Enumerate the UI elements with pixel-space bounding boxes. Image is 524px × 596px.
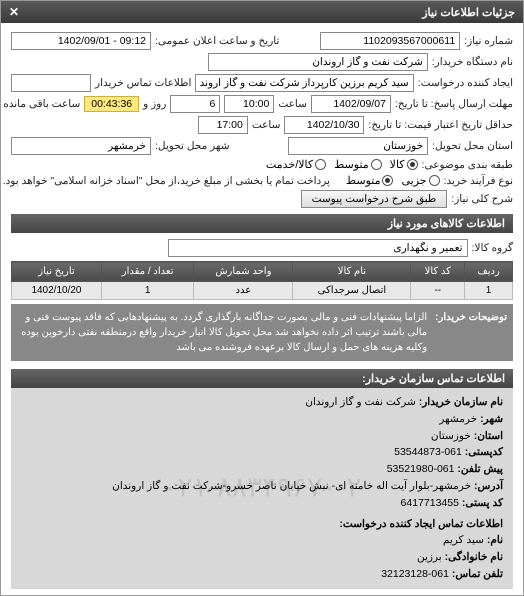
contact-info-field [11,74,91,92]
cell-qty: 1 [101,282,193,300]
time-label-1: ساعت [278,98,307,110]
table-row[interactable]: 1 -- اتصال سرجداکی عدد 1 1402/10/20 [12,282,513,300]
cell-row: 1 [465,282,513,300]
days-left-field [170,95,220,113]
c-province-label: استان: [474,430,503,442]
c-req-title: اطلاعات تماس ایجاد کننده درخواست: [339,518,503,530]
deliver-province-label: استان محل تحویل: [432,140,513,152]
radio-minor[interactable]: جزیی [401,174,439,187]
process-radios: جزیی متوسط [346,174,440,187]
contact-body: ۰۲۱-۸۸۳۴۹۶۷۰-۲ نام سازمان خریدار: شرکت ن… [11,388,513,589]
c-city-label: شهر: [480,413,503,425]
cell-name: اتصال سرجداکی [293,282,411,300]
time-left-badge: 00:43:36 [84,96,139,112]
c-tel: 061-32123128 [381,568,449,580]
reply-deadline-label: مهلت ارسال پاسخ: تا تاریخ: [395,98,513,110]
goods-section-header: اطلاعات کالاهای مورد نیاز [11,214,513,233]
radio-service[interactable]: کالا/خدمت [266,158,326,171]
c-family: برزین [417,551,442,563]
th-qty: تعداد / مقدار [101,262,193,282]
validity-time-field [198,116,248,134]
cell-code: -- [411,282,465,300]
time-label-2: ساعت [252,119,281,131]
goods-table: ردیف کد کالا نام کالا واحد شمارش تعداد /… [11,261,513,300]
reply-date-field [311,95,391,113]
c-postcode-label: کد پستی: [462,497,503,509]
category-label: طبقه بندی موضوعی: [422,159,513,171]
c-address-label: آدرس: [474,480,503,492]
process-note: پرداخت تمام یا بخشی از مبلغ خرید،از محل … [3,175,330,187]
buyer-org-field [208,53,428,71]
panel-title: جزئیات اطلاعات نیاز [422,6,515,19]
c-org: شرکت نفت و گاز اروندان [305,396,416,408]
c-org-label: نام سازمان خریدار: [419,396,503,408]
cell-unit: عدد [194,282,293,300]
c-city: خرمشهر [439,413,477,425]
cell-date: 1402/10/20 [12,282,102,300]
buyer-org-label: نام دستگاه خریدار: [432,56,513,68]
c-address: خرمشهر-بلوار آیت اله خامنه ای- نبش خیابا… [112,480,471,492]
th-row: ردیف [465,262,513,282]
requester-field [195,74,413,92]
c-postal: 061-53544873 [394,446,462,458]
c-postal-label: کدپستی: [465,446,503,458]
radio-goods[interactable]: کالا [390,158,418,171]
close-icon[interactable]: ✕ [9,5,19,19]
c-family-label: نام خانوادگی: [445,551,503,563]
validity-label: حداقل تاریخ اعتبار قیمت: تا تاریخ: [368,119,513,131]
deliver-city-field [11,137,151,155]
deliver-province-field [288,137,428,155]
buyer-notes-text: الزاما پیشنهادات فنی و مالی بصورت جداگان… [17,310,427,355]
request-no-field [320,32,460,50]
th-unit: واحد شمارش [194,262,293,282]
main-desc-label: شرح کلی نیاز: [451,193,513,205]
c-postcode: 6417713455 [401,497,459,509]
group-label: گروه کالا: [472,242,513,254]
group-field [168,239,468,257]
time-left-suffix: ساعت باقی مانده [3,98,80,110]
c-name-label: نام: [487,534,503,546]
main-panel: جزئیات اطلاعات نیاز ✕ شماره نیاز: تاریخ … [0,0,524,596]
process-label: نوع فرآیند خرید: [444,175,513,187]
c-province: خوزستان [431,430,471,442]
c-phone: 061-53521980 [387,463,455,475]
announce-field [11,32,151,50]
c-name: سید کریم [443,534,484,546]
c-tel-label: تلفن تماس: [452,568,503,580]
requester-label: ایجاد کننده درخواست: [418,77,513,89]
category-radios: کالا متوسط کالا/خدمت [266,158,418,171]
announce-label: تاریخ و ساعت اعلان عمومی: [155,35,279,47]
c-phone-label: پیش تلفن: [457,463,503,475]
validity-date-field [284,116,364,134]
th-name: نام کالا [293,262,411,282]
main-desc-button[interactable]: طبق شرح درخواست پیوست [301,190,448,208]
table-header-row: ردیف کد کالا نام کالا واحد شمارش تعداد /… [12,262,513,282]
th-code: کد کالا [411,262,465,282]
deliver-city-label: شهر محل تحویل: [155,140,230,152]
buyer-notes-label: توضیحات خریدار: [435,310,507,355]
form-content: شماره نیاز: تاریخ و ساعت اعلان عمومی: نا… [1,23,523,595]
buyer-notes-box: توضیحات خریدار: الزاما پیشنهادات فنی و م… [11,304,513,361]
reply-time-field [224,95,274,113]
request-no-label: شماره نیاز: [464,35,513,47]
contact-section-header: اطلاعات تماس سازمان خریدار: [11,369,513,388]
days-suffix: روز و [143,98,166,110]
panel-header: جزئیات اطلاعات نیاز ✕ [1,1,523,23]
th-date: تاریخ نیاز [12,262,102,282]
radio-medium-cat[interactable]: متوسط [334,158,382,171]
radio-medium-proc[interactable]: متوسط [346,174,394,187]
contact-info-label: اطلاعات تماس خریدار [95,77,191,89]
